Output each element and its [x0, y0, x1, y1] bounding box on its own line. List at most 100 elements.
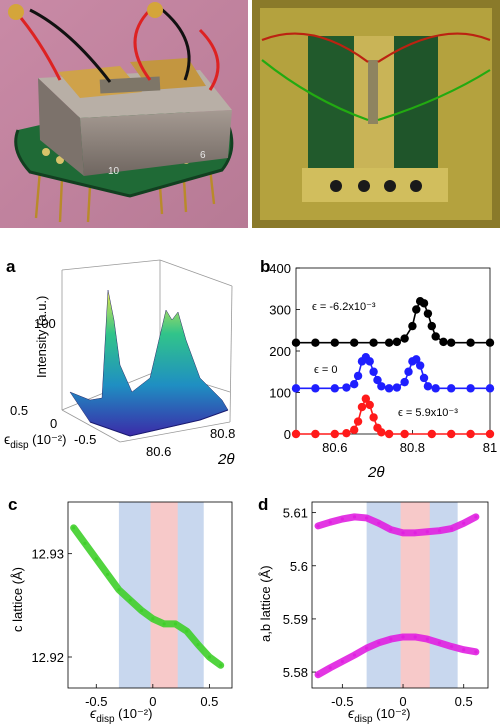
panel-c-data-point [173, 622, 178, 626]
panel-b-data-point [466, 429, 475, 439]
panel-b-xtick-label: 80.6 [322, 440, 347, 455]
panel-d-ytick-label: 5.6 [290, 559, 308, 574]
panel-d-data-point [401, 531, 405, 535]
panel-b-data-point [342, 428, 351, 438]
panel-b-data-point [311, 338, 320, 347]
panel-d-data-point [389, 528, 393, 532]
panel-d-data-point [340, 659, 344, 664]
panel-c-data-point [207, 655, 211, 659]
panel-a-tlabel: 2θ [217, 451, 234, 468]
panel-b-data-point [423, 309, 433, 318]
panel-b-data-point [291, 338, 301, 347]
panel-b-data-point [447, 384, 456, 393]
panel-b-data-point [404, 367, 413, 376]
panel-d-data-point [328, 666, 332, 670]
panel-d-data-point [377, 641, 381, 645]
panel-d-trace [314, 513, 480, 537]
panel-b-data-point [330, 384, 339, 393]
panel-b-data-point [369, 413, 378, 422]
panel-d-data-point [365, 516, 369, 520]
panel-b-data-point [384, 338, 394, 347]
panel-a-label: a [6, 257, 16, 276]
panel-b-data-point [485, 429, 495, 439]
panel-b-data-point [330, 429, 339, 439]
panel-c-xtick-label: -0.5 [85, 694, 107, 709]
panel-d-ytick-label: 5.58 [283, 665, 308, 680]
panel-b-series-label: ϵ = 5.9x10⁻³ [398, 407, 458, 419]
panel-c-label: c [8, 495, 17, 514]
panel-b-data-point [369, 338, 378, 347]
panel-b-data-point [439, 337, 448, 347]
panel-b-data-point [419, 299, 429, 308]
panel-b-data-point [427, 429, 436, 439]
panel-b-ytick-label: 400 [269, 261, 291, 276]
panel-c-xlabel: ϵdisp (10⁻²) [90, 705, 152, 725]
panel-b-data-point [400, 334, 409, 343]
panel-a-ttick: 80.6 [146, 444, 171, 459]
panel-b-data-point [392, 337, 402, 347]
panel-c-red-band [150, 502, 178, 688]
panel-a-xtick: -0.5 [74, 432, 96, 447]
panel-d-data-point [474, 515, 478, 519]
panel-c-data-point [151, 617, 155, 621]
panel-b-data-point [431, 384, 440, 393]
panel-d-ytick-label: 5.61 [283, 506, 308, 521]
panel-b-data-point [423, 382, 433, 391]
panel-b-data-point [330, 338, 339, 347]
panel-b-data-point [431, 332, 440, 341]
panel-d-frame [311, 501, 489, 689]
panel-b-ytick-label: 100 [269, 386, 291, 401]
panel-b-data-point [311, 384, 320, 393]
panel-c-data-point [117, 588, 121, 592]
panel-b-data-point [447, 429, 456, 439]
panel-b-data-point [377, 382, 386, 391]
panel-d-data-point [389, 637, 393, 641]
pcb-pin-label: 10 [108, 166, 120, 177]
panel-d-data-point [352, 653, 357, 657]
panel-b-data-point [419, 373, 429, 383]
panel-a-ylabel: Intensity (a.u.) [34, 296, 49, 378]
panel-b-data-point [365, 400, 374, 410]
panel-a-ytick: 100 [34, 316, 56, 331]
panel-d: d 5.58 5.59 5.6 5.61 -0.5 0 0.5 a,b lattice (Å… [252, 492, 500, 725]
panel-b-data-point [384, 429, 394, 439]
panel-b-data-point [291, 429, 301, 439]
panel-b-series-label: ϵ = -6.2x10⁻³ [312, 301, 376, 313]
panel-d-data-point [377, 521, 381, 525]
panel-b-data-point [392, 383, 402, 392]
panel-b-series-label: ϵ = 0 [314, 364, 338, 376]
panel-b-data-point [412, 355, 421, 364]
panel-d-data-point [328, 520, 332, 524]
panel-b-data-point [377, 428, 386, 437]
panel-a-xtick: 0 [50, 416, 57, 431]
panel-b-data-point [311, 429, 320, 439]
panel-c-data-point [139, 608, 144, 613]
panel-b-data-point [485, 384, 495, 393]
panel-d-data-point [425, 637, 429, 641]
intensity-surface [69, 289, 229, 437]
panel-b-ytick-label: 300 [269, 303, 291, 318]
panel-d-data-point [413, 531, 417, 535]
panel-d-xlabel: ϵdisp (10⁻²) [348, 705, 410, 725]
panel-b-frame [295, 267, 491, 435]
panel-b: b 0 100 200 300 400 80.6 80.8 81 ϵ = -6.2x10⁻³ ϵ … [252, 250, 500, 481]
panel-c-data-point [196, 643, 200, 647]
panel-d-data-point [316, 524, 320, 528]
panel-b-data-point [384, 384, 394, 393]
panel-c-xtick-label: 0 [149, 694, 156, 709]
pcb-pin-label: 6 [200, 150, 206, 161]
panel-b-data-point [350, 380, 359, 389]
panel-b-ytick-label: 0 [284, 427, 291, 442]
panel-b-data-point [291, 384, 301, 393]
panel-b-data-point [485, 338, 495, 347]
panel-c-trace [70, 524, 225, 669]
panel-d-xtick-label: -0.5 [331, 694, 353, 709]
panel-b-xlabel: 2θ [367, 464, 384, 481]
panel-d-data-point [352, 515, 357, 519]
panel-b-data-point [400, 377, 409, 387]
panel-c-ylabel: c lattice (Å) [10, 567, 25, 632]
panel-d-label: d [258, 495, 268, 514]
panel-d-data-point [365, 646, 369, 650]
panel-b-data-point [365, 357, 374, 366]
panel-d-data-point [437, 529, 442, 533]
